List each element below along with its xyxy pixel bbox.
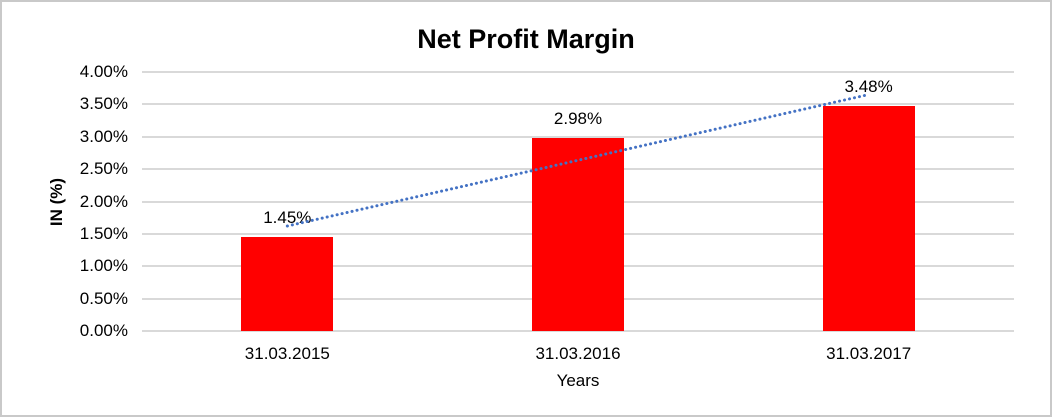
y-axis-tick-label: 2.00% [79, 191, 128, 211]
y-axis-tick-label: 3.50% [79, 94, 128, 114]
bar-31.03.2015 [241, 237, 334, 331]
y-axis-tick-label: 1.50% [79, 223, 128, 243]
data-label: 2.98% [553, 109, 603, 129]
bar-31.03.2017 [822, 105, 915, 331]
y-axis-tick-label: 2.50% [79, 159, 128, 179]
bar-31.03.2016 [532, 138, 624, 331]
x-axis-tick-label: 31.03.2016 [535, 344, 621, 363]
y-axis-tick-label: 0.50% [79, 288, 128, 308]
data-label: 1.45% [263, 208, 312, 228]
y-axis-tick-label: 4.00% [79, 62, 128, 81]
x-axis-tick-label: 31.03.2015 [244, 344, 330, 363]
x-axis-title: Years [556, 371, 600, 390]
y-axis-tick-label: 1.00% [79, 256, 128, 276]
chart-title: Net Profit Margin [417, 24, 635, 54]
y-axis-tick-label: 3.00% [79, 126, 128, 146]
x-axis-tick-label: 31.03.2017 [826, 344, 912, 363]
data-label: 3.48% [844, 76, 893, 96]
y-axis-tick-label: 0.00% [79, 321, 128, 340]
gridline [142, 71, 1014, 73]
gridline [142, 330, 1014, 332]
